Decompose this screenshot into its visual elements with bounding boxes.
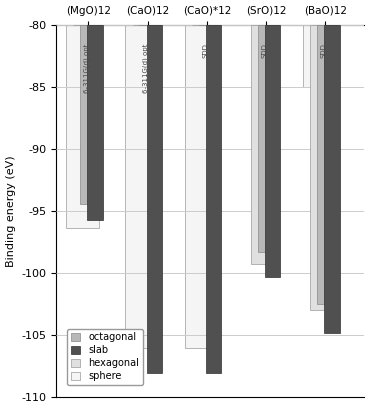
Bar (324, 25, 340, 333)
Legend: octagonal, slab, hexagonal, sphere: octagonal, slab, hexagonal, sphere (67, 328, 143, 385)
Bar (147, 25, 162, 373)
Bar (310, 25, 337, 310)
Text: 6-311G(d) opt: 6-311G(d) opt (142, 43, 149, 92)
Bar (303, 25, 336, 87)
Bar (258, 25, 279, 252)
Bar (206, 25, 221, 373)
Bar (251, 25, 278, 265)
Text: SDD: SDD (320, 43, 327, 58)
Y-axis label: Binding energy (eV): Binding energy (eV) (6, 155, 16, 267)
Bar (125, 25, 158, 348)
Bar (66, 25, 99, 228)
Bar (317, 25, 338, 304)
Bar (87, 25, 102, 220)
Bar (80, 25, 101, 204)
Text: SDD: SDD (261, 43, 268, 58)
Bar (265, 25, 280, 277)
Text: SDD: SDD (202, 43, 208, 58)
Bar (185, 25, 217, 348)
Text: 6-311G(d) opt: 6-311G(d) opt (83, 43, 90, 92)
